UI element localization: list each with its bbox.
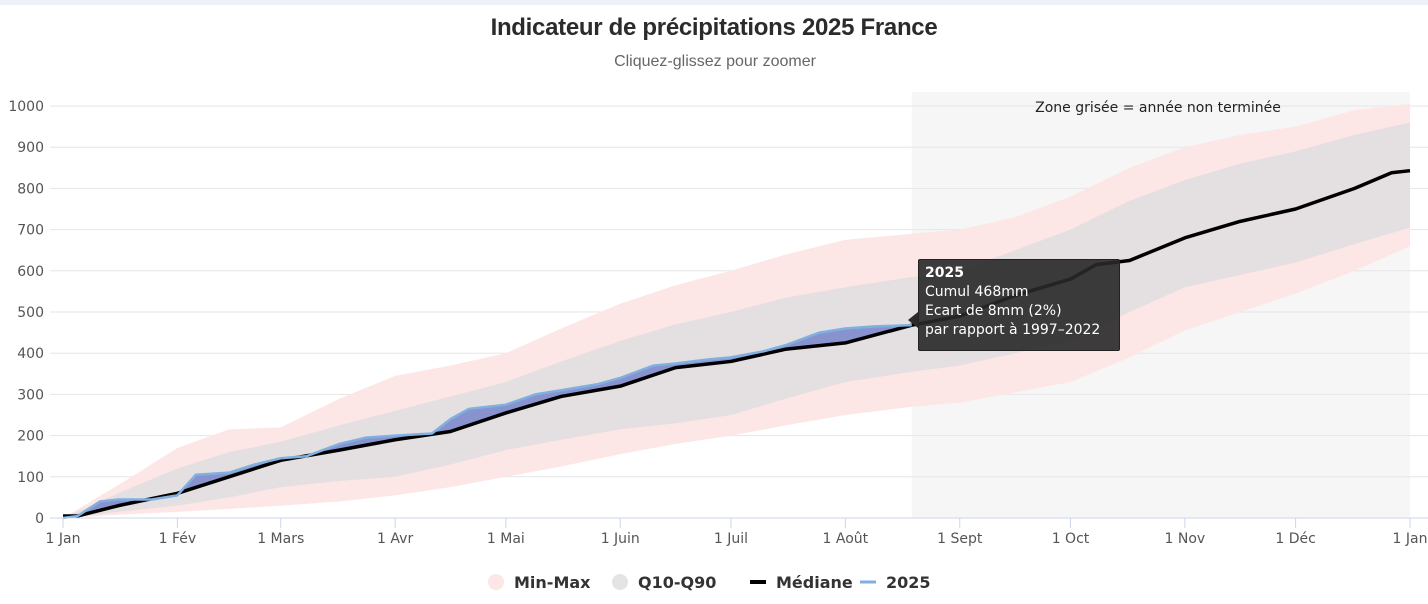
y-tick-label: 800 (17, 181, 44, 197)
chart-subtitle: Cliquez-glissez pour zoomer (614, 53, 816, 70)
y-tick-label: 700 (17, 223, 44, 239)
x-tick-label: 1 Déc (1275, 531, 1315, 547)
x-tick-label: 1 Jan (46, 531, 81, 547)
x-tick-label: 1 Mai (487, 531, 525, 547)
legend-symbol-icon (612, 574, 628, 590)
legend-item-m-diane[interactable]: Médiane (750, 573, 853, 592)
band-q10-q90 (63, 122, 1410, 518)
x-tick-label: 1 Juil (714, 531, 748, 547)
x-tick-label: 1 Jan (1393, 531, 1428, 547)
tooltip-reference: par rapport à 1997–2022 (925, 322, 1101, 338)
y-tick-label: 600 (17, 264, 44, 280)
legend-label: Médiane (776, 573, 853, 592)
chart-title: Indicateur de précipitations 2025 France (490, 14, 938, 41)
x-tick-label: 1 Août (823, 531, 869, 547)
y-tick-label: 400 (17, 346, 44, 362)
y-tick-label: 500 (17, 305, 44, 321)
x-tick-label: 1 Sept (937, 531, 983, 547)
legend-symbol-icon (488, 574, 504, 590)
tooltip-pointer (908, 312, 918, 328)
x-tick-label: 1 Avr (377, 531, 413, 547)
legend-item-q10-q90[interactable]: Q10-Q90 (612, 573, 716, 592)
series-line-2025[interactable] (62, 323, 912, 520)
y-tick-label: 0 (35, 511, 44, 527)
legend-item-min-max[interactable]: Min-Max (488, 573, 591, 592)
x-tick-label: 1 Oct (1052, 531, 1090, 547)
y-tick-label: 300 (17, 387, 44, 403)
x-tick-label: 1 Juin (601, 531, 640, 547)
x-tick-label: 1 Mars (257, 531, 304, 547)
legend-label: Q10-Q90 (638, 573, 716, 592)
tooltip-title: 2025 (925, 265, 964, 281)
x-tick-label: 1 Nov (1165, 531, 1206, 547)
legend-item-2025[interactable]: 2025 (860, 573, 931, 592)
series-line-mediane[interactable] (63, 168, 1411, 518)
y-tick-label: 200 (17, 429, 44, 445)
tooltip-ecart: Ecart de 8mm (2%) (925, 303, 1062, 319)
shaded-zone-annotation: Zone grisée = année non terminée (1035, 100, 1281, 116)
y-tick-label: 900 (17, 140, 44, 156)
legend-label: Min-Max (514, 573, 591, 592)
tooltip: 2025 Cumul 468mm Ecart de 8mm (2%) par r… (918, 259, 1120, 351)
x-tick-label: 1 Fév (159, 531, 197, 547)
y-tick-label: 100 (17, 470, 44, 486)
tooltip-cumul: Cumul 468mm (925, 284, 1029, 300)
legend-label: 2025 (886, 573, 931, 592)
y-tick-label: 1000 (8, 99, 44, 115)
top-bar (0, 0, 1428, 5)
